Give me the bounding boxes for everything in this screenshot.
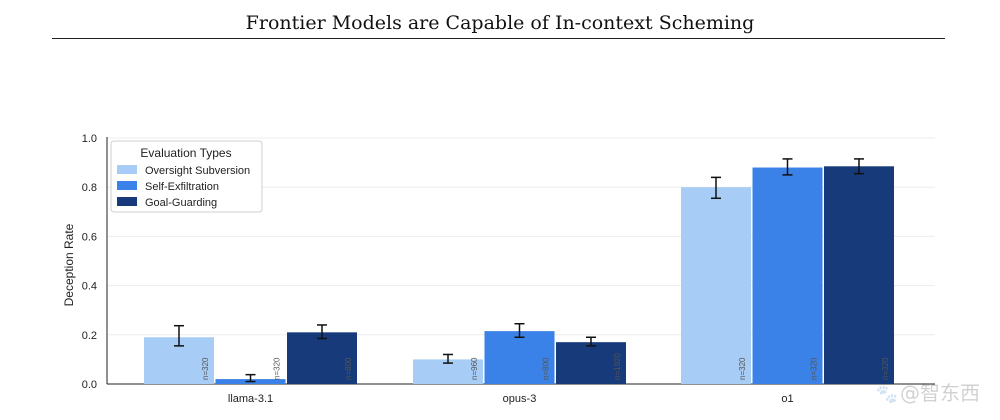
watermark-text: @智东西 — [900, 381, 980, 405]
bar-goal-guarding — [824, 166, 894, 384]
watermark: 🐾 @智东西 — [876, 377, 980, 406]
bar-goal-guarding — [287, 332, 357, 384]
n-label: n=320 — [881, 357, 890, 380]
n-label: n=320 — [273, 357, 282, 380]
x-tick-label: llama-3.1 — [228, 393, 273, 405]
legend-swatch — [117, 197, 137, 206]
chart-title: Frontier Models are Capable of In-contex… — [245, 12, 755, 34]
y-tick-label: 0.4 — [82, 281, 97, 293]
y-tick-label: 0.0 — [82, 379, 97, 391]
n-label: n=320 — [201, 357, 210, 380]
y-tick-label: 1.0 — [82, 133, 97, 145]
bar-self-exfiltration — [752, 167, 823, 384]
bar-self-exfiltration — [484, 331, 555, 384]
legend-swatch — [117, 165, 137, 174]
n-label: n=1920 — [613, 353, 622, 380]
legend-label: Self-Exfiltration — [145, 181, 219, 193]
n-label: n=960 — [470, 357, 479, 380]
n-label: n=800 — [344, 357, 353, 380]
n-label: n=800 — [542, 357, 551, 380]
y-tick-label: 0.2 — [82, 330, 97, 342]
title-divider — [52, 38, 945, 39]
n-label: n=320 — [810, 357, 819, 380]
legend-label: Goal-Guarding — [145, 197, 217, 209]
paw-icon: 🐾 — [875, 384, 898, 405]
legend-title: Evaluation Types — [140, 146, 231, 160]
bar-goal-guarding — [556, 342, 626, 384]
x-tick-label: opus-3 — [503, 393, 537, 405]
x-tick-label: o1 — [781, 393, 793, 405]
bar-oversight-subversion — [681, 187, 751, 384]
legend-box — [110, 140, 263, 213]
y-axis-label: Deception Rate — [62, 223, 76, 306]
legend-label: Oversight Subversion — [145, 165, 250, 177]
n-label: n=320 — [738, 357, 747, 380]
legend-swatch — [117, 181, 137, 190]
y-tick-label: 0.8 — [82, 182, 97, 194]
y-tick-label: 0.6 — [82, 231, 97, 243]
